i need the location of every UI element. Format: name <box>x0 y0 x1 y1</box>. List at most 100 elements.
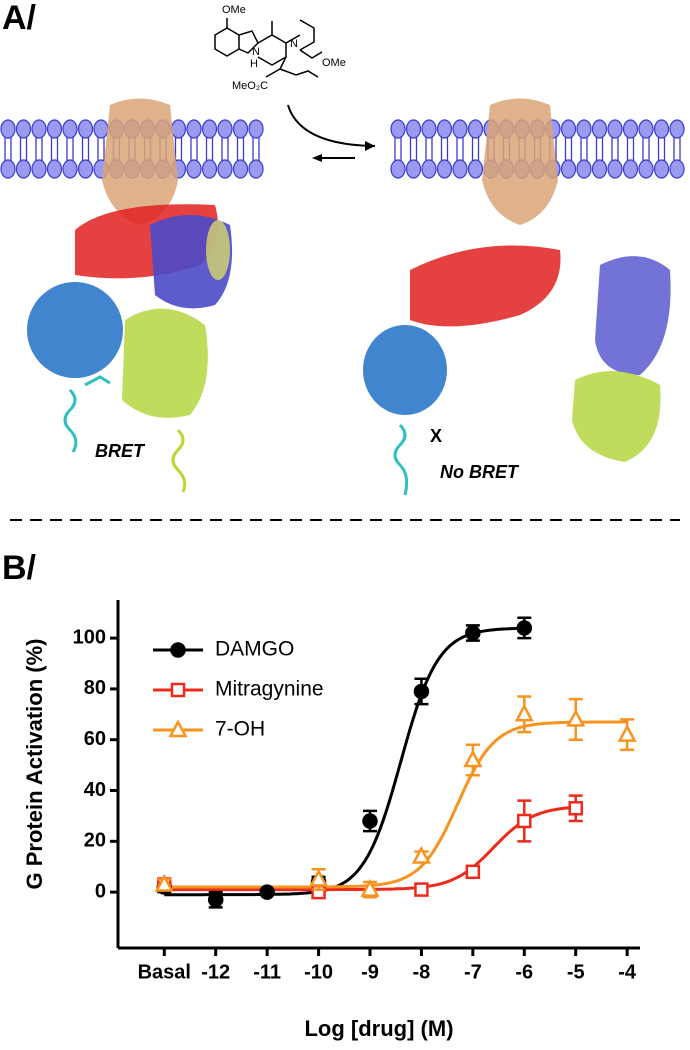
y-tick-label: 100 <box>73 626 106 648</box>
panel-b: 0 20 40 60 80 100 Basal -12 -11 -10 -9 -8 -7 -6 -5 -4 Lo… <box>22 600 640 1041</box>
no-bret-label: No BRET <box>440 462 520 482</box>
emission <box>171 428 187 493</box>
lipid-head <box>452 119 468 139</box>
lipid-head <box>248 159 264 179</box>
lipid-head <box>591 159 608 179</box>
lipid-head <box>248 119 264 139</box>
marker <box>566 708 586 727</box>
lipid-head <box>669 119 685 139</box>
lipid-head <box>62 159 78 179</box>
lipid-tail <box>4 136 12 162</box>
lipid-head <box>622 119 639 139</box>
lipid-tail <box>564 136 573 162</box>
lipid-head <box>622 159 639 179</box>
arrow-head <box>312 154 322 162</box>
lipid-tail <box>35 136 43 162</box>
x-tick-label: -10 <box>304 961 333 983</box>
legend-label: 7-OH <box>215 718 265 741</box>
legend-label: DAMGO <box>215 638 294 661</box>
x-tick-label: -7 <box>464 961 482 983</box>
y-tick-label: 60 <box>84 728 106 750</box>
lipid-tail <box>611 136 619 162</box>
lipid-head <box>186 159 202 179</box>
lipid-head <box>62 119 78 139</box>
lipid-tail <box>205 136 214 162</box>
marker <box>207 891 224 908</box>
lipid-head <box>638 119 654 139</box>
lipid-tail <box>236 136 245 162</box>
lipid-head <box>46 159 63 179</box>
lipid-head <box>607 159 623 179</box>
marker <box>414 882 429 897</box>
lipid-head <box>607 119 623 139</box>
lipid-tail <box>595 136 604 162</box>
x-tick-label: -12 <box>201 961 230 983</box>
lipid-head <box>31 159 47 179</box>
lipid-head <box>560 159 577 179</box>
marker <box>411 845 432 864</box>
emission <box>393 423 409 496</box>
lipid-head <box>390 119 406 139</box>
lipid-tail <box>642 136 650 162</box>
lipid-head <box>436 119 453 139</box>
x-tick-label: -6 <box>515 961 533 983</box>
marker <box>617 723 637 742</box>
lipid-head <box>405 159 422 179</box>
luciferase <box>363 325 447 415</box>
lipid-head <box>201 119 218 139</box>
lipid-head <box>405 119 422 139</box>
receptor <box>102 98 178 225</box>
g-beta <box>595 256 671 375</box>
panel-label: B/ <box>2 549 37 587</box>
emission <box>63 388 78 453</box>
marker <box>154 873 174 892</box>
lipid-tail <box>657 136 666 162</box>
lipid-head <box>576 159 592 179</box>
lipid-head <box>576 119 592 139</box>
legend-label: Mitragynine <box>215 678 324 701</box>
lipid-tail <box>456 136 464 162</box>
lipid-tail <box>66 136 74 162</box>
lipid-head <box>15 159 32 179</box>
panel-a: A/ OMe N H N MeO₂C OMe BRET <box>0 0 685 496</box>
receptor <box>482 98 558 225</box>
x-tick-label: -8 <box>413 961 431 983</box>
lipid-tail <box>394 136 402 162</box>
structure-label: OMe <box>222 4 246 16</box>
marker <box>362 813 378 829</box>
lipid-head <box>232 159 249 179</box>
gfp <box>572 371 661 462</box>
transfer <box>84 375 111 387</box>
lipid-head <box>217 119 233 139</box>
fit-curve <box>164 626 525 897</box>
marker <box>170 682 186 698</box>
lipid-tail <box>580 136 588 162</box>
lipid-head <box>560 119 577 139</box>
lipid-tail <box>50 136 59 162</box>
lipid-tail <box>174 136 183 162</box>
lipid-head <box>452 159 468 179</box>
marker <box>170 642 186 658</box>
lipid-head <box>232 119 249 139</box>
bret-label: BRET <box>95 441 146 461</box>
structure-label: N <box>290 38 298 50</box>
luciferase <box>27 282 123 378</box>
x-tick-label: -5 <box>567 961 585 983</box>
y-axis-title: G Protein Activation (%) <box>22 639 47 890</box>
y-tick-label: 20 <box>84 830 106 852</box>
structure-label: MeO₂C <box>232 80 268 92</box>
lipid-tail <box>221 136 229 162</box>
lipid-head <box>0 159 16 179</box>
lipid-tail <box>471 136 480 162</box>
lipid-tail <box>19 136 28 162</box>
g-alpha <box>410 245 561 327</box>
marker <box>168 719 188 738</box>
lipid-head <box>421 159 437 179</box>
marker <box>360 878 380 897</box>
lipid-head <box>638 159 654 179</box>
structure-label: N <box>252 46 260 58</box>
x-tick-label: -9 <box>361 961 379 983</box>
lipid-head <box>93 119 109 139</box>
